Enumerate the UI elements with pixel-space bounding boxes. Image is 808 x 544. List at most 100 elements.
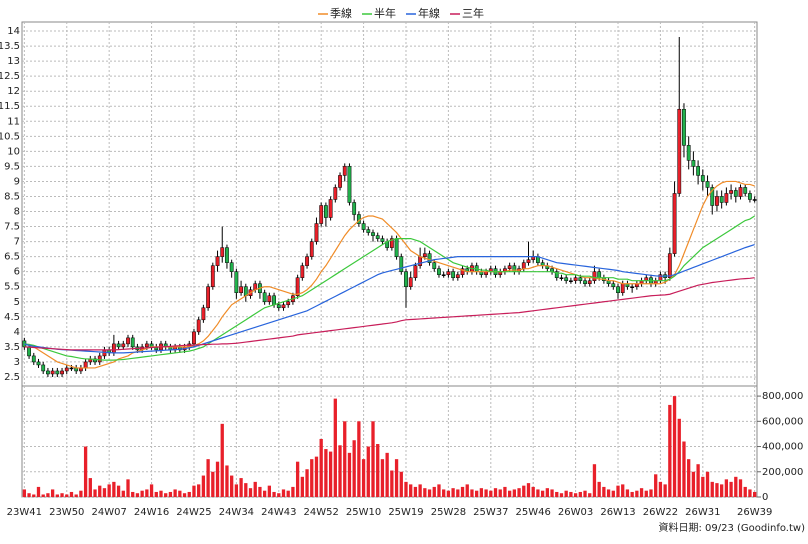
candle-body — [375, 235, 380, 239]
y-tick-label: 10.5 — [0, 131, 20, 142]
volume-bar — [583, 490, 587, 497]
volume-bar — [277, 493, 281, 497]
candle-body — [267, 295, 272, 303]
candle-body — [276, 304, 281, 309]
volume-bar — [522, 485, 526, 497]
y-tick-label: 13.5 — [0, 41, 20, 52]
volume-bar — [724, 479, 729, 497]
volume-bar — [225, 465, 229, 497]
candle-body — [111, 343, 116, 354]
volume-bar — [729, 481, 733, 497]
volume-bar — [705, 471, 710, 497]
candle-body — [620, 283, 625, 293]
candle-body — [686, 145, 691, 161]
candle-body — [592, 271, 597, 281]
volume-bar — [691, 471, 696, 497]
volume-bar — [413, 486, 418, 497]
y-tick-label: 12 — [7, 86, 20, 97]
candle-body — [587, 280, 592, 284]
volume-bar — [262, 490, 267, 497]
x-tick-label: 25W19 — [388, 507, 423, 518]
candle-body — [272, 295, 276, 306]
candle-body — [319, 205, 324, 224]
volume-bar — [234, 484, 239, 497]
volume-bar — [507, 490, 512, 497]
candle-body — [715, 196, 719, 206]
volume-bar — [606, 489, 611, 497]
volume-bar — [573, 493, 578, 497]
candle-body — [295, 277, 300, 297]
volume-bar — [305, 469, 309, 497]
y-tick-label: 10 — [7, 146, 20, 157]
volume-bar — [41, 494, 45, 497]
candle-body — [352, 202, 357, 215]
volume-bar — [734, 476, 738, 497]
volume-bar — [352, 440, 356, 497]
volume-bar — [597, 481, 601, 497]
candle-body — [116, 343, 121, 348]
volume-bar — [418, 484, 422, 497]
volume-bar — [460, 486, 465, 497]
candle-body — [206, 286, 211, 309]
candle-body — [616, 286, 620, 293]
volume-bar — [88, 478, 92, 497]
volume-bar — [192, 485, 196, 497]
volume-bar — [621, 484, 625, 497]
candle-body — [36, 361, 41, 366]
volume-bar — [630, 491, 634, 497]
candle-body — [455, 274, 460, 278]
volume-bar — [498, 489, 502, 497]
candle-body — [667, 253, 672, 278]
x-tick-label: 25W37 — [473, 507, 508, 518]
price-plot-frame — [21, 21, 758, 387]
candle-body — [50, 370, 55, 375]
volume-bar — [649, 489, 653, 497]
volume-bar — [173, 489, 177, 497]
y-tick-label: 4 — [14, 327, 20, 338]
candle-body — [696, 166, 701, 176]
candle-body — [399, 256, 404, 272]
volume-bar — [300, 476, 304, 497]
candle-body — [239, 286, 243, 293]
volume-bar — [291, 486, 295, 497]
candle-body — [31, 355, 36, 363]
candle-body — [323, 205, 328, 218]
volume-bar — [55, 494, 59, 497]
volume-bar — [512, 489, 517, 497]
candle-body — [404, 271, 408, 287]
volume-bar — [253, 481, 257, 497]
candle-body — [394, 238, 399, 257]
volume-bar — [687, 459, 691, 497]
volume-bar — [159, 490, 163, 497]
volume-bar — [432, 486, 436, 497]
y-tick-label: 2.5 — [4, 372, 20, 383]
volume-bar — [442, 489, 446, 497]
candle-body — [568, 280, 573, 282]
volume-bar — [107, 484, 111, 497]
volume-bar — [36, 486, 41, 497]
volume-bar — [357, 421, 361, 497]
volume-bar — [536, 489, 540, 497]
volume-bar — [197, 484, 201, 497]
candle-body — [437, 268, 441, 275]
candle-body — [583, 280, 587, 284]
x-tick-label: 26W39 — [737, 507, 772, 518]
candle-body — [55, 370, 60, 375]
y-tick-label: 12.5 — [0, 71, 20, 82]
legend-label: 半年 — [374, 6, 396, 20]
volume-bar — [32, 494, 36, 497]
candle-body — [60, 370, 64, 375]
volume-bar — [371, 421, 375, 497]
y2-tick-label: 800,000 — [762, 391, 803, 402]
volume-bar — [456, 489, 460, 497]
candle-body — [314, 223, 319, 242]
candle-body — [432, 262, 437, 269]
y2-tick-label: 400,000 — [762, 442, 803, 453]
candle-body — [97, 355, 102, 363]
candle-body — [413, 265, 418, 278]
volume-bar — [559, 493, 564, 497]
volume-bar — [470, 489, 474, 497]
volume-bar — [366, 446, 370, 497]
candle-body — [672, 193, 677, 254]
y-tick-label: 7.5 — [4, 222, 20, 233]
